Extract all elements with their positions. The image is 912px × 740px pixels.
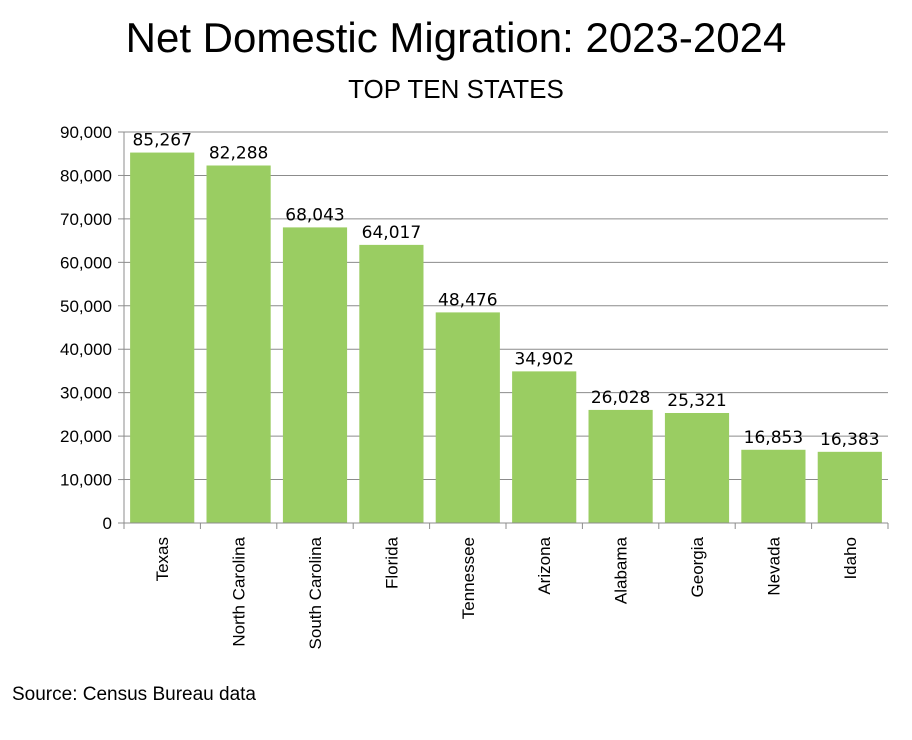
bar bbox=[817, 451, 882, 523]
bars bbox=[130, 152, 882, 524]
bar bbox=[512, 371, 577, 523]
category-label: Georgia bbox=[688, 536, 707, 597]
y-tick-label: 20,000 bbox=[60, 427, 112, 446]
category-label: Nevada bbox=[764, 536, 783, 595]
labels: 0 10,000 20,000 30,000 40,000 50,000 60,000 70,… bbox=[60, 123, 880, 649]
bar bbox=[206, 165, 271, 524]
y-tick-label: 40,000 bbox=[60, 340, 112, 359]
data-label: 68,043 bbox=[285, 205, 344, 225]
bar bbox=[435, 312, 500, 523]
bar bbox=[359, 244, 424, 523]
bar bbox=[664, 412, 730, 523]
y-tick-label: 30,000 bbox=[60, 384, 112, 403]
category-label: South Carolina bbox=[306, 536, 325, 649]
bar bbox=[741, 449, 806, 523]
category-label: North Carolina bbox=[230, 536, 249, 646]
y-tick-label: 70,000 bbox=[60, 210, 112, 229]
data-label: 85,267 bbox=[132, 131, 191, 151]
axes bbox=[118, 131, 889, 529]
data-label: 25,321 bbox=[667, 391, 726, 411]
data-label: 16,383 bbox=[820, 430, 879, 450]
bar bbox=[588, 409, 653, 523]
data-label: 82,288 bbox=[209, 144, 268, 164]
data-label: 64,017 bbox=[362, 223, 421, 243]
y-tick-label: 80,000 bbox=[60, 166, 112, 185]
data-label: 48,476 bbox=[438, 290, 497, 310]
bar bbox=[282, 227, 348, 523]
category-label: Idaho bbox=[841, 537, 860, 580]
category-label: Alabama bbox=[612, 536, 631, 604]
y-tick-label: 60,000 bbox=[60, 253, 112, 272]
category-label: Tennessee bbox=[459, 537, 478, 619]
data-label: 26,028 bbox=[591, 388, 650, 408]
y-tick-label: 90,000 bbox=[60, 123, 112, 142]
data-label: 34,902 bbox=[514, 349, 573, 369]
data-label: 16,853 bbox=[744, 428, 803, 448]
category-label: Florida bbox=[382, 536, 401, 589]
y-tick-label: 0 bbox=[103, 514, 112, 533]
chart-subtitle: TOP TEN STATES bbox=[348, 74, 564, 104]
chart-title: Net Domestic Migration: 2023-2024 bbox=[125, 14, 787, 61]
source-note: Source: Census Bureau data bbox=[12, 684, 256, 705]
y-tick-label: 50,000 bbox=[60, 297, 112, 316]
bar bbox=[130, 152, 195, 523]
category-label: Texas bbox=[153, 537, 172, 581]
y-tick-label: 10,000 bbox=[60, 471, 112, 490]
category-label: Arizona bbox=[535, 536, 554, 594]
